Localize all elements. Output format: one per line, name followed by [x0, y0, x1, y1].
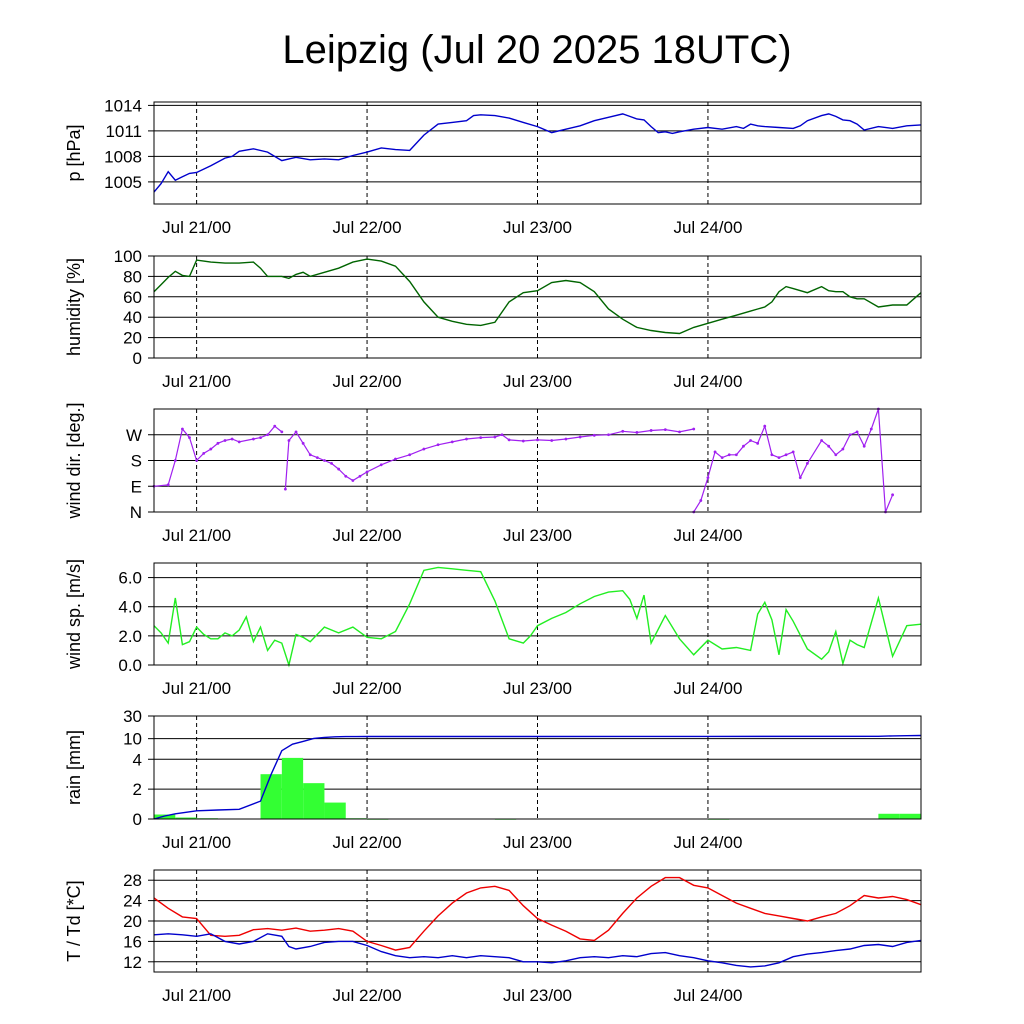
x-tick-label: Jul 23/00: [503, 218, 572, 237]
x-tick-label: Jul 22/00: [333, 526, 402, 545]
y-tick-label: 16: [123, 932, 142, 951]
y-axis-label: p [hPa]: [64, 124, 84, 181]
rain-bar: [899, 813, 921, 819]
y-tick-label: 0: [133, 349, 142, 368]
y-tick-label: 30: [123, 707, 142, 726]
x-tick-label: Jul 21/00: [162, 218, 231, 237]
rain-bar: [260, 774, 282, 819]
y-tick-label: 6.0: [118, 569, 142, 588]
y-tick-label: 20: [123, 329, 142, 348]
y-axis-label: T / Td [*C]: [64, 880, 84, 961]
temperature-line: [153, 876, 922, 951]
x-tick-label: Jul 21/00: [162, 986, 231, 1005]
x-tick-label: Jul 24/00: [673, 986, 742, 1005]
y-tick-label: N: [130, 503, 142, 522]
x-tick-label: Jul 23/00: [503, 372, 572, 391]
y-tick-label: W: [126, 426, 142, 445]
y-tick-label: 1011: [105, 122, 142, 141]
y-tick-label: 28: [123, 871, 142, 890]
wind_speed-line: [153, 566, 922, 668]
panel-frame: [153, 715, 922, 820]
panel-wind_speed: 0.0 2.0 4.0 6.0 wind sp. [m/s] Jul 21/00 Jul 2…: [64, 559, 922, 698]
y-tick-label: 40: [123, 308, 142, 327]
y-tick-label: 0: [133, 810, 142, 829]
x-tick-label: Jul 21/00: [162, 833, 231, 852]
y-axis-label: wind sp. [m/s]: [64, 559, 84, 670]
x-tick-label: Jul 21/00: [162, 679, 231, 698]
y-axis-label: wind dir. [deg.]: [64, 402, 84, 519]
panel-pressure: 1005 1008 1011 1014 p [hPa] Jul 21/00 Jul 22/0…: [64, 96, 922, 237]
x-tick-label: Jul 23/00: [503, 986, 572, 1005]
y-tick-label: 100: [114, 247, 142, 266]
wind-direction-point: [283, 487, 287, 491]
wind-direction-line: [153, 425, 283, 487]
x-tick-label: Jul 23/00: [503, 833, 572, 852]
y-tick-label: 4: [133, 750, 142, 769]
wind-direction-line: [693, 408, 894, 513]
x-tick-label: Jul 24/00: [673, 679, 742, 698]
y-tick-label: 2: [133, 780, 142, 799]
pressure-line: [153, 113, 922, 193]
wind-direction-line: [284, 428, 694, 490]
panel-frame: [153, 101, 922, 205]
x-tick-label: Jul 24/00: [673, 833, 742, 852]
panel-frame: [153, 255, 922, 359]
humidity-line: [153, 258, 922, 335]
y-tick-label: S: [131, 452, 142, 471]
y-tick-label: 1008: [104, 147, 142, 166]
x-tick-label: Jul 24/00: [673, 526, 742, 545]
y-tick-label: 60: [123, 288, 142, 307]
y-tick-label: 1014: [104, 96, 142, 115]
y-tick-label: 12: [123, 953, 142, 972]
rain-bar: [154, 814, 176, 819]
x-tick-label: Jul 24/00: [673, 372, 742, 391]
panel-rain: 0 2 410 30 rain [mm] Jul 21/00 Jul 22/00 Jul 23…: [64, 707, 922, 852]
cumulative-rain-line: [153, 734, 922, 820]
y-tick-label: 80: [123, 267, 142, 286]
x-tick-label: Jul 22/00: [333, 986, 402, 1005]
x-tick-label: Jul 23/00: [503, 526, 572, 545]
rain-bar: [175, 817, 197, 819]
rain-bar: [303, 783, 325, 819]
y-tick-label: E: [131, 477, 142, 496]
y-tick-label: 2.0: [118, 627, 142, 646]
dewpoint-line: [153, 933, 922, 968]
panels: 1005 1008 1011 1014 p [hPa] Jul 21/00 Jul 22/0…: [64, 96, 922, 1005]
y-tick-label: 10: [123, 730, 142, 749]
y-tick-label: 4.0: [118, 598, 142, 617]
rain-bar: [878, 813, 900, 819]
wind-direction-points: [152, 424, 284, 488]
y-tick-label: 24: [123, 892, 142, 911]
y-tick-label: 20: [123, 912, 142, 931]
x-tick-label: Jul 22/00: [333, 218, 402, 237]
rain-bar: [324, 802, 346, 819]
x-tick-label: Jul 24/00: [673, 218, 742, 237]
panel-frame: [153, 562, 922, 666]
x-tick-label: Jul 22/00: [333, 372, 402, 391]
y-tick-label: 1005: [104, 173, 142, 192]
y-axis-label: humidity [%]: [64, 258, 84, 356]
y-axis-label: rain [mm]: [64, 730, 84, 805]
x-tick-label: Jul 21/00: [162, 372, 231, 391]
y-tick-label: 0.0: [118, 656, 142, 675]
chart-title: Leipzig (Jul 20 2025 18UTC): [282, 28, 791, 72]
x-tick-label: Jul 22/00: [333, 833, 402, 852]
x-tick-label: Jul 22/00: [333, 679, 402, 698]
x-tick-label: Jul 23/00: [503, 679, 572, 698]
x-tick-label: Jul 21/00: [162, 526, 231, 545]
rain-bar: [281, 757, 304, 819]
